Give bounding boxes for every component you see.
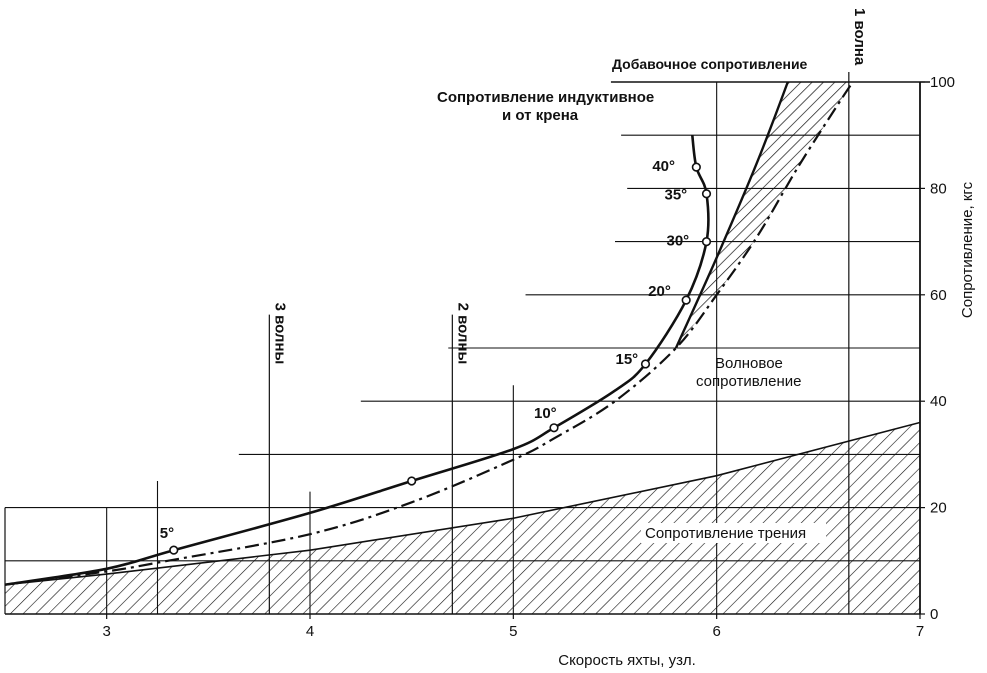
- curve-point: [407, 476, 417, 486]
- x-tick-label: 5: [509, 623, 517, 640]
- annotation-text: и от крена: [502, 107, 579, 124]
- heel-point: [640, 359, 651, 369]
- x-tick-label: 7: [916, 623, 924, 640]
- wave-marker-label: 3 волны: [271, 303, 288, 365]
- heel-point-label: 35°: [665, 187, 688, 204]
- y-tick-label: 100: [930, 74, 955, 91]
- annotation-bg: [641, 523, 826, 543]
- heel-point-label: 10°: [534, 405, 557, 422]
- heel-point: [549, 423, 559, 433]
- heel-point-label: 15°: [616, 351, 639, 368]
- heel-point: [681, 295, 691, 305]
- heel-point: [691, 162, 701, 172]
- y-tick-label: 80: [930, 180, 947, 197]
- annotation-text: Сопротивление индуктивное: [437, 89, 654, 106]
- additional-resistance-line: [674, 81, 789, 349]
- x-tick-label: 3: [102, 623, 110, 640]
- heel-point-label: 20°: [648, 283, 671, 300]
- heel-angle-points: [169, 162, 712, 555]
- heel-point: [701, 189, 712, 199]
- annotation-text: Добавочное сопротивление: [612, 56, 808, 72]
- annotation-text: Сопротивление трения: [645, 525, 806, 542]
- additional-resistance-band: [676, 82, 853, 348]
- wave-marker-label: 1 волна: [851, 8, 868, 66]
- y-tick-label: 40: [930, 393, 947, 410]
- y-tick-label: 60: [930, 287, 947, 304]
- y-axis-title: Сопротивление, кгс: [959, 181, 976, 318]
- heel-point-label: 5°: [160, 525, 174, 542]
- wave-marker-label: 2 волны: [454, 303, 471, 365]
- wave-resistance-line: [5, 81, 854, 586]
- x-tick-label: 6: [712, 623, 720, 640]
- annotation-text: Волновое: [715, 355, 783, 372]
- friction-line: [5, 421, 920, 586]
- x-axis-title: Скорость яхты, узл.: [558, 652, 696, 669]
- heel-point: [169, 545, 179, 555]
- x-tick-label: 4: [306, 623, 314, 640]
- friction-area: [5, 422, 920, 614]
- y-tick-label: 20: [930, 500, 947, 517]
- heel-point-label: 30°: [667, 233, 690, 250]
- heel-point: [701, 237, 712, 247]
- axes: [5, 81, 930, 619]
- annotation-text: сопротивление: [696, 373, 801, 390]
- y-tick-label: 0: [930, 606, 938, 623]
- heel-point-label: 40°: [652, 158, 675, 175]
